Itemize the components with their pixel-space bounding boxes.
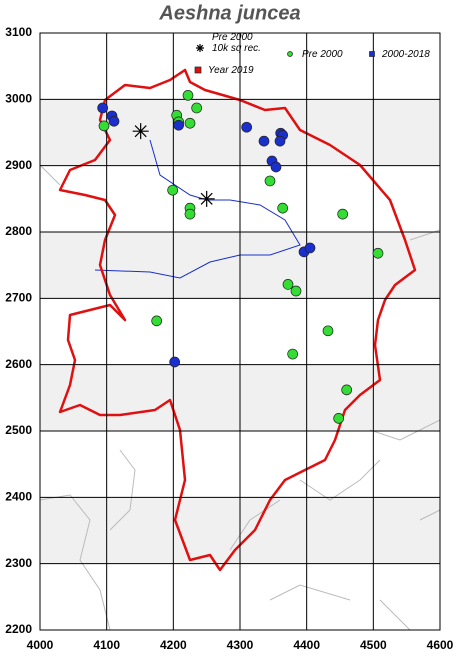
legend-label: 2000-2018 (382, 49, 430, 60)
point (241, 121, 253, 133)
basemap (39, 68, 441, 631)
point (337, 208, 349, 220)
legend-symbol (196, 44, 204, 52)
point (264, 175, 276, 187)
x-tick-label: 4600 (427, 638, 454, 652)
point (290, 285, 302, 297)
x-tick-label: 4200 (160, 638, 187, 652)
point (304, 242, 316, 254)
point (198, 190, 215, 207)
legend (194, 44, 375, 74)
point (372, 247, 384, 259)
point (132, 123, 149, 140)
point (270, 161, 282, 173)
y-tick-label: 2500 (5, 423, 32, 437)
x-tick-label: 4000 (27, 638, 54, 652)
point (277, 202, 289, 214)
point (167, 184, 179, 196)
boundary-grey (39, 164, 441, 631)
y-tick-label: 3000 (5, 92, 32, 106)
y-tick-label: 2200 (5, 622, 32, 636)
y-tick-label: 2300 (5, 556, 32, 570)
chart-title: Aeshna juncea (158, 2, 300, 24)
y-tick-label: 2600 (5, 357, 32, 371)
point (274, 135, 286, 147)
point (322, 325, 334, 337)
county-boundary (58, 68, 417, 572)
point (282, 279, 294, 290)
point (173, 119, 185, 131)
x-tick-label: 4500 (360, 638, 387, 652)
x-tick-label: 4300 (227, 638, 254, 652)
point (287, 348, 299, 360)
y-tick-label: 2400 (5, 490, 32, 504)
point (191, 102, 203, 114)
point (108, 115, 120, 127)
y-tick-label: 2900 (5, 158, 32, 172)
legend-symbol (194, 66, 202, 74)
legend-label: Pre 2000 10k sq rec. (212, 32, 261, 54)
y-tick-label: 2800 (5, 224, 32, 238)
point (169, 356, 181, 368)
x-tick-label: 4100 (93, 638, 120, 652)
point (184, 117, 196, 129)
point (184, 208, 196, 220)
point (333, 413, 345, 424)
legend-symbol (369, 51, 375, 57)
point (258, 135, 270, 147)
point (98, 120, 110, 132)
legend-label: Year 2019 (208, 65, 254, 76)
grid: 2200 2300 2400 2500 2600 2700 2800 2900 3000 3100… (5, 25, 453, 652)
point (341, 384, 353, 396)
marks (97, 90, 384, 424)
point (151, 315, 163, 327)
legend-symbol (287, 51, 293, 57)
plot-frame (39, 32, 441, 631)
point (182, 90, 194, 101)
legend-label: Pre 2000 (302, 49, 343, 60)
point (97, 102, 109, 114)
y-tick-label: 3100 (5, 25, 32, 39)
y-tick-label: 2700 (5, 291, 32, 305)
x-tick-label: 4400 (293, 638, 320, 652)
